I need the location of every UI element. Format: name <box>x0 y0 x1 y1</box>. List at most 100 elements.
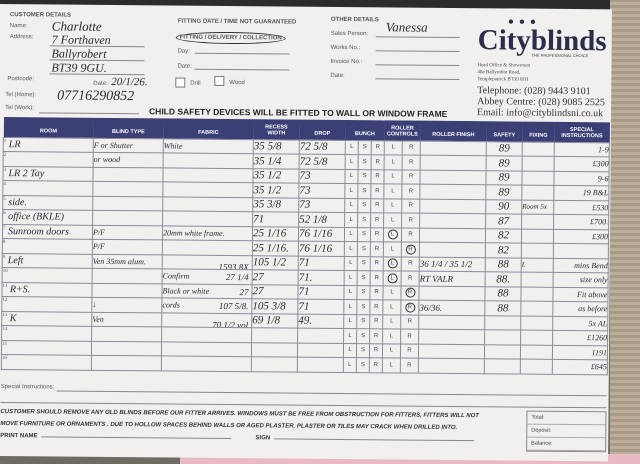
drop-cell[interactable]: 76 1/16 <box>298 241 345 257</box>
fixing-cell[interactable] <box>520 315 553 331</box>
control-L[interactable]: L <box>384 140 403 156</box>
roller-finish-cell[interactable] <box>418 285 486 301</box>
sales-value[interactable]: Vanessa <box>385 19 428 35</box>
bunch-s[interactable]: S <box>358 154 372 170</box>
roller-finish-cell[interactable]: 36/36. <box>418 300 485 316</box>
bunch-l[interactable]: L <box>343 314 357 329</box>
special-cell[interactable]: Fit above <box>552 286 609 302</box>
room-cell[interactable]: 9 Left <box>2 253 93 269</box>
room-cell[interactable]: 13 K <box>1 311 92 327</box>
bunch-r[interactable]: R <box>369 343 383 358</box>
safety-cell[interactable]: 89 <box>486 155 523 171</box>
bunch-r[interactable]: R <box>370 227 384 242</box>
width-cell[interactable]: 105 3/8 <box>251 298 298 314</box>
bunch-l[interactable]: L <box>344 212 358 228</box>
roller-finish-cell[interactable] <box>419 242 486 258</box>
control-R[interactable]: R <box>400 300 419 315</box>
safety-cell[interactable]: 88 <box>485 257 522 273</box>
bunch-s[interactable]: S <box>357 270 371 286</box>
safety-cell[interactable] <box>484 358 521 374</box>
fixing-cell[interactable] <box>521 243 554 258</box>
control-R[interactable]: R <box>401 271 420 286</box>
fixing-cell[interactable] <box>521 185 554 200</box>
width-cell[interactable]: 27 <box>252 269 299 285</box>
safety-cell[interactable]: 87 <box>485 213 522 229</box>
control-R[interactable]: R <box>401 169 421 185</box>
control-R[interactable]: R <box>401 256 420 272</box>
drop-cell[interactable]: 73 <box>298 183 345 199</box>
bunch-r[interactable]: R <box>370 169 385 184</box>
roller-finish-cell[interactable] <box>418 314 485 330</box>
fixing-cell[interactable] <box>520 344 553 360</box>
fixing-cell[interactable] <box>521 272 554 287</box>
bunch-l[interactable]: L <box>343 343 357 358</box>
special-cell[interactable]: 5x AL <box>552 315 608 331</box>
bunch-s[interactable]: S <box>356 357 370 373</box>
bunch-s[interactable]: S <box>356 299 370 315</box>
room-cell[interactable]: 3 LR 2 Tay <box>2 166 94 182</box>
room-cell[interactable]: 10 <box>2 267 93 283</box>
room-cell[interactable]: 8 <box>2 238 93 254</box>
bunch-r[interactable]: R <box>371 140 385 155</box>
room-cell[interactable]: 1 LR <box>3 137 94 153</box>
safety-cell[interactable]: 88 <box>484 286 522 302</box>
special-instructions-line[interactable] <box>56 390 607 397</box>
blind-type-cell[interactable]: Ven <box>91 311 162 327</box>
control-L[interactable]: L <box>383 256 402 272</box>
width-cell[interactable]: 35 1/2 <box>252 168 300 184</box>
bunch-s[interactable]: S <box>358 140 372 155</box>
roller-finish-cell[interactable] <box>419 184 486 200</box>
roller-finish-cell[interactable] <box>420 140 487 156</box>
roller-finish-cell[interactable]: RT VALR <box>419 271 486 287</box>
fabric-cell[interactable] <box>162 196 253 212</box>
special-cell[interactable]: £300 <box>553 228 609 244</box>
drop-cell[interactable] <box>297 328 344 344</box>
wood-checkbox[interactable] <box>214 75 225 86</box>
bunch-r[interactable]: R <box>370 270 384 286</box>
room-cell[interactable]: 11 R+S. <box>1 282 93 298</box>
control-L[interactable]: L <box>382 299 401 315</box>
blind-type-cell[interactable] <box>91 355 162 371</box>
room-cell[interactable]: 16 <box>1 354 92 370</box>
bunch-l[interactable]: L <box>343 285 358 300</box>
control-L[interactable]: L <box>383 270 402 286</box>
fixing-cell[interactable] <box>520 330 553 345</box>
special-cell[interactable]: 9-6 <box>553 170 610 186</box>
blind-type-cell[interactable] <box>91 282 163 298</box>
bunch-l[interactable]: L <box>344 183 358 199</box>
roller-finish-cell[interactable] <box>418 329 485 345</box>
special-cell[interactable]: size only <box>553 272 609 288</box>
bunch-r[interactable]: R <box>369 299 383 315</box>
fixing-cell[interactable] <box>520 286 554 302</box>
bunch-r[interactable]: R <box>370 241 384 257</box>
special-cell[interactable]: £1260 <box>552 330 608 346</box>
total-field[interactable]: Total: <box>527 411 606 426</box>
control-R[interactable]: R <box>400 285 420 301</box>
fixing-cell[interactable] <box>520 359 553 374</box>
fitting-type[interactable]: FITTING / DELIVERY / COLLECTION <box>175 31 286 45</box>
control-R[interactable]: R <box>401 198 420 214</box>
control-R[interactable]: R <box>400 314 419 330</box>
blind-type-cell[interactable]: F or Shutter <box>93 137 164 153</box>
roller-finish-cell[interactable] <box>418 343 485 359</box>
bunch-l[interactable]: L <box>343 357 357 373</box>
bunch-l[interactable]: L <box>344 256 358 271</box>
bunch-s[interactable]: S <box>357 227 371 242</box>
drop-cell[interactable]: 49. <box>297 313 344 329</box>
bunch-r[interactable]: R <box>369 357 383 373</box>
control-L[interactable]: L <box>382 328 401 344</box>
fabric-cell[interactable]: White <box>163 138 254 154</box>
width-cell[interactable]: 35 3/8 <box>252 197 299 213</box>
bunch-r[interactable]: R <box>370 256 384 271</box>
special-cell[interactable] <box>553 243 609 259</box>
bunch-l[interactable]: L <box>345 154 359 170</box>
control-R[interactable]: R <box>400 343 419 359</box>
special-cell[interactable]: £530 <box>553 199 609 215</box>
bunch-s[interactable]: S <box>356 285 371 300</box>
drill-checkbox[interactable] <box>175 77 186 88</box>
room-cell[interactable]: 2 <box>3 151 94 167</box>
control-L[interactable]: L <box>383 169 403 185</box>
fabric-cell[interactable] <box>161 355 252 372</box>
roller-finish-cell[interactable] <box>420 155 487 171</box>
bunch-l[interactable]: L <box>343 328 357 344</box>
